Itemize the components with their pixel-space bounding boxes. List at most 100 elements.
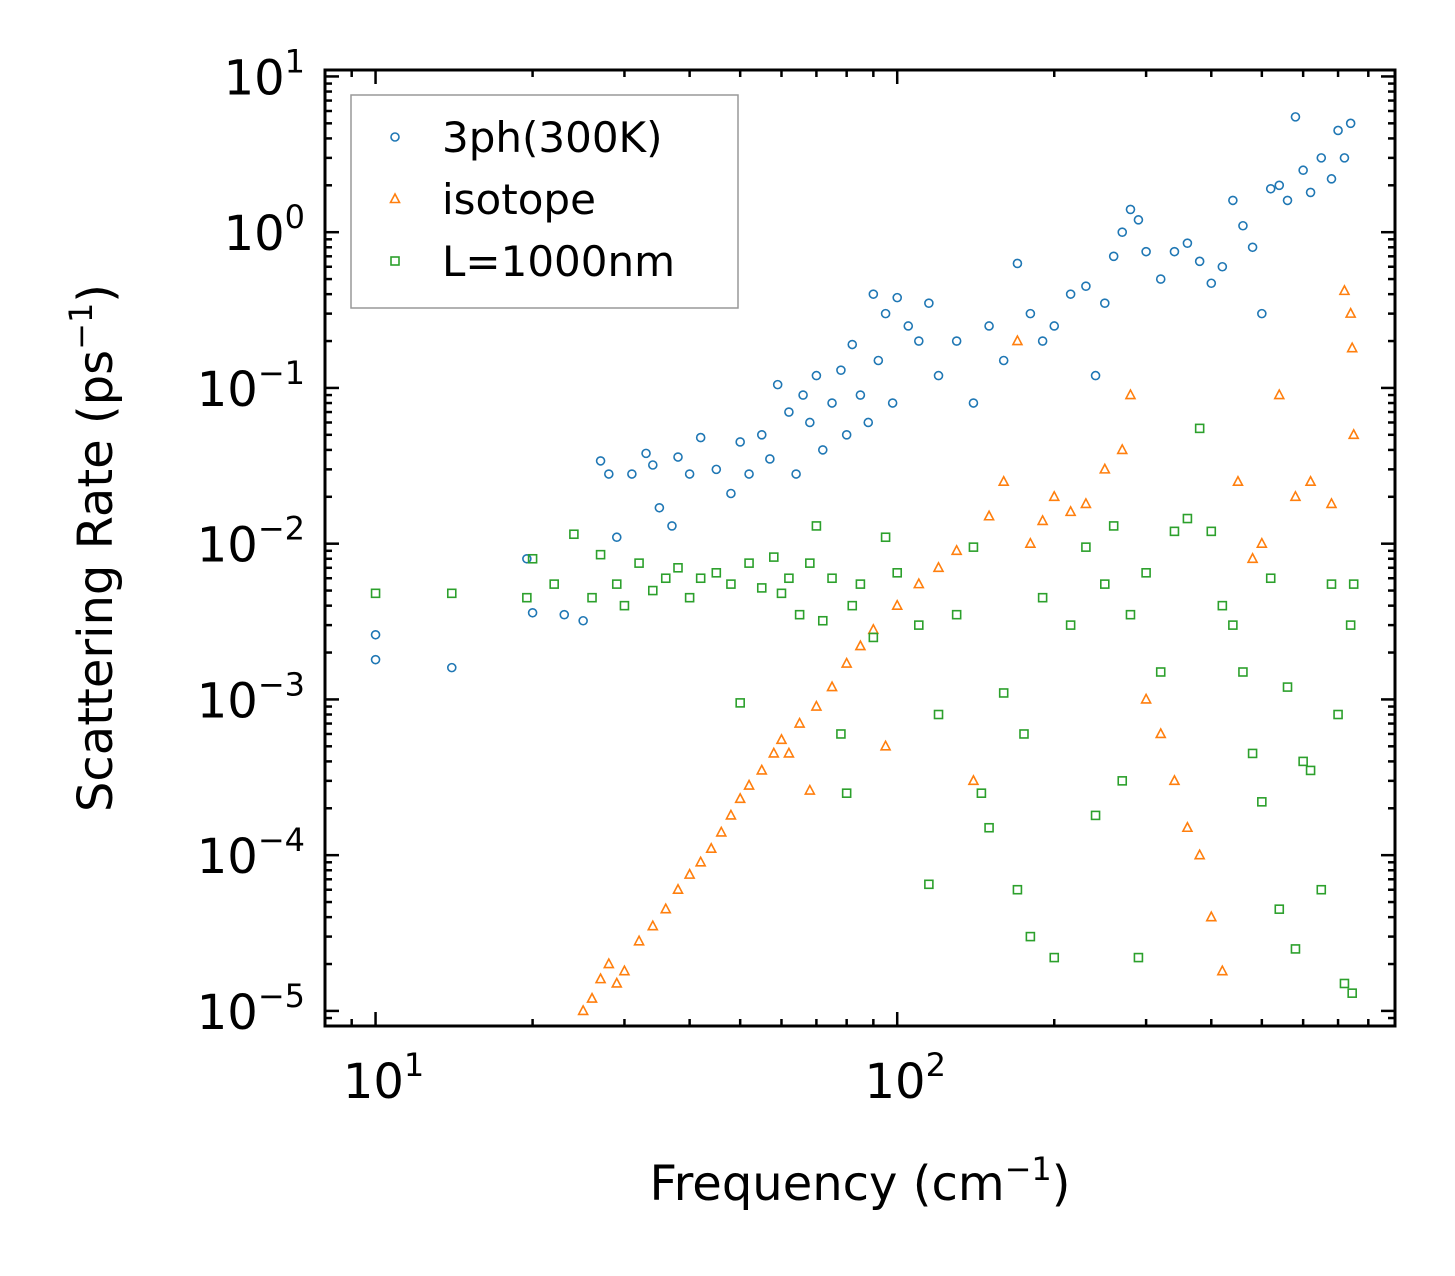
data-point: [1049, 952, 1060, 963]
data-point: [804, 783, 816, 795]
data-point: [549, 579, 559, 589]
data-point: [1325, 497, 1338, 509]
data-point: [1081, 542, 1091, 552]
data-point: [744, 558, 754, 568]
data-point: [578, 615, 588, 626]
data-point: [827, 573, 837, 584]
data-point: [775, 733, 788, 745]
data-point: [446, 588, 457, 599]
data-point: [1181, 821, 1194, 833]
data-point: [1065, 289, 1076, 299]
data-point: [783, 746, 795, 758]
x-axis-title-exponent: −1: [1005, 1150, 1052, 1188]
data-point: [370, 629, 381, 640]
data-point: [1290, 944, 1301, 954]
data-point: [1116, 443, 1129, 455]
y-tick-label: 100: [224, 198, 305, 262]
data-point: [1194, 256, 1205, 267]
data-point: [841, 430, 852, 440]
data-point: [611, 532, 622, 543]
legend: 3ph(300K) isotope L=1000nm: [350, 94, 739, 309]
data-point: [1257, 308, 1267, 319]
y-tick-label-exponent: 1: [285, 42, 305, 80]
data-point: [932, 561, 945, 573]
data-point: [1206, 278, 1217, 289]
data-point: [1125, 609, 1136, 620]
data-point: [998, 688, 1009, 698]
data-point: [868, 289, 879, 299]
data-point: [1168, 774, 1181, 786]
data-point: [1012, 884, 1023, 895]
data-point: [1182, 513, 1193, 524]
data-point: [924, 879, 934, 890]
data-point: [611, 579, 622, 589]
data-point: [619, 600, 630, 611]
data-point: [1141, 568, 1151, 578]
data-point: [756, 583, 767, 593]
data-point: [1154, 727, 1167, 739]
data-point: [646, 919, 659, 931]
data-point: [1238, 667, 1248, 677]
x-tick-label-exponent: 1: [404, 1046, 424, 1084]
y-tick-label-base: 10: [224, 206, 285, 262]
y-axis-title-text: Scattering Rate (ps: [68, 350, 124, 812]
data-point: [810, 699, 823, 711]
data-point: [1339, 978, 1350, 989]
data-point: [855, 390, 866, 400]
data-point: [711, 464, 722, 475]
data-point: [1025, 308, 1036, 319]
y-tick-label-exponent: −4: [258, 821, 305, 859]
data-point: [527, 553, 538, 564]
data-point: [1316, 153, 1327, 163]
y-tick-label: 10−2: [197, 510, 305, 574]
data-point: [1133, 952, 1144, 963]
data-point: [840, 656, 853, 668]
data-point: [577, 1004, 589, 1016]
data-point: [984, 321, 994, 331]
data-point: [867, 623, 880, 635]
x-tick-label-base: 10: [864, 1054, 925, 1110]
data-point: [1345, 620, 1356, 630]
legend-box: [350, 94, 739, 309]
data-point: [1305, 187, 1316, 198]
data-point: [569, 529, 579, 540]
legend-label: 3ph(300K): [442, 113, 662, 162]
y-tick-label-exponent: −2: [258, 510, 305, 548]
data-point: [1182, 238, 1193, 248]
data-point: [715, 825, 728, 837]
y-tick-label-exponent: 0: [285, 198, 305, 236]
data-point: [847, 339, 858, 350]
data-point: [1194, 423, 1205, 434]
data-point: [594, 972, 607, 984]
data-point: [672, 883, 684, 895]
data-point: [772, 379, 783, 390]
data-point: [997, 474, 1010, 487]
y-tick-label: 10−1: [197, 354, 305, 418]
data-point: [933, 370, 944, 381]
data-point: [1256, 536, 1268, 548]
x-axis-title-text: Frequency (cm: [649, 1156, 1004, 1212]
data-point: [1238, 220, 1248, 231]
data-point: [983, 509, 995, 521]
data-point: [1133, 215, 1144, 225]
data-point: [1345, 118, 1356, 129]
data-point: [998, 355, 1009, 366]
data-point: [595, 549, 606, 560]
data-point: [695, 573, 706, 584]
data-point: [1247, 242, 1258, 253]
data-point: [968, 542, 979, 552]
legend-label: L=1000nm: [442, 237, 675, 286]
data-point: [967, 774, 980, 786]
data-point: [370, 654, 381, 665]
data-point: [1140, 692, 1152, 704]
data-point: [1326, 174, 1337, 184]
data-point: [1257, 797, 1267, 807]
data-point: [673, 563, 683, 573]
data-point: [765, 454, 775, 464]
data-point: [1274, 180, 1285, 191]
data-point: [817, 615, 828, 626]
data-point: [1316, 884, 1327, 895]
data-point: [634, 558, 644, 568]
data-point: [933, 709, 944, 720]
legend-items: 3ph(300K) isotope L=1000nm: [389, 113, 675, 286]
